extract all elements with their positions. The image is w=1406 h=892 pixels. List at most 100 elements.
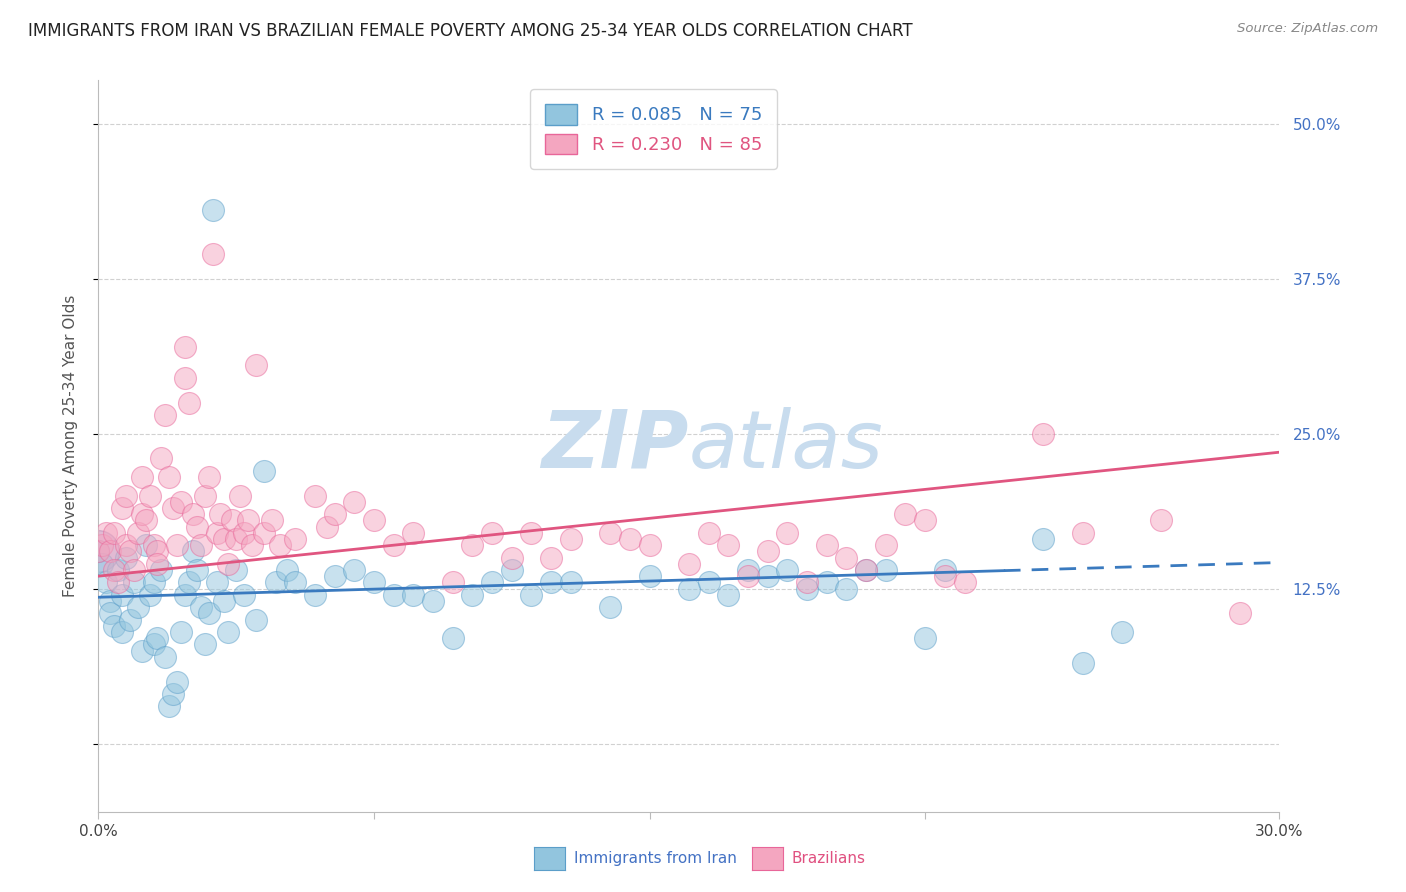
Point bbox=[323, 507, 346, 521]
Point bbox=[166, 538, 188, 552]
Point bbox=[323, 569, 346, 583]
Point bbox=[115, 489, 138, 503]
Point bbox=[142, 637, 165, 651]
Point bbox=[190, 538, 212, 552]
Point bbox=[162, 500, 184, 515]
Point bbox=[253, 525, 276, 540]
Point bbox=[796, 575, 818, 590]
Point bbox=[697, 575, 720, 590]
Point bbox=[127, 525, 149, 540]
Point bbox=[717, 588, 740, 602]
Point bbox=[236, 513, 259, 527]
Point bbox=[96, 575, 118, 590]
Point bbox=[264, 575, 287, 590]
Point bbox=[240, 538, 263, 552]
Point bbox=[599, 525, 621, 540]
Point bbox=[855, 563, 877, 577]
Point bbox=[481, 575, 503, 590]
Point bbox=[122, 563, 145, 577]
Point bbox=[221, 513, 243, 527]
Point bbox=[214, 532, 236, 546]
Point bbox=[194, 489, 217, 503]
Point bbox=[638, 569, 661, 583]
Point bbox=[737, 569, 759, 583]
Point bbox=[181, 507, 204, 521]
Point bbox=[122, 575, 145, 590]
Point bbox=[150, 563, 173, 577]
Point bbox=[155, 408, 177, 422]
Point bbox=[138, 588, 160, 602]
Point bbox=[560, 575, 582, 590]
Point bbox=[91, 538, 114, 552]
Point bbox=[233, 525, 256, 540]
Point bbox=[205, 575, 228, 590]
Point bbox=[796, 582, 818, 596]
Point bbox=[131, 643, 153, 657]
Point bbox=[501, 563, 523, 577]
Point bbox=[186, 519, 208, 533]
Point bbox=[146, 557, 169, 571]
Point bbox=[269, 538, 291, 552]
Point bbox=[815, 575, 838, 590]
Text: atlas: atlas bbox=[689, 407, 884, 485]
Point bbox=[103, 525, 125, 540]
Point bbox=[461, 538, 484, 552]
Point bbox=[520, 588, 543, 602]
Point bbox=[717, 538, 740, 552]
Point bbox=[855, 563, 877, 577]
Point bbox=[118, 613, 141, 627]
Point bbox=[776, 563, 799, 577]
Point bbox=[131, 470, 153, 484]
Text: Brazilians: Brazilians bbox=[792, 851, 866, 866]
Point bbox=[363, 513, 385, 527]
Point bbox=[1150, 513, 1173, 527]
Point bbox=[1032, 426, 1054, 441]
Point bbox=[894, 507, 917, 521]
Point bbox=[914, 513, 936, 527]
Point bbox=[1071, 525, 1094, 540]
Point bbox=[304, 489, 326, 503]
Point bbox=[194, 637, 217, 651]
Point bbox=[197, 607, 219, 621]
Point bbox=[131, 507, 153, 521]
Point bbox=[157, 699, 180, 714]
Point bbox=[501, 550, 523, 565]
Point bbox=[177, 395, 200, 409]
Point bbox=[815, 538, 838, 552]
Point bbox=[135, 513, 157, 527]
Point bbox=[343, 495, 366, 509]
Point bbox=[260, 513, 283, 527]
Point bbox=[697, 525, 720, 540]
Point bbox=[678, 582, 700, 596]
Point bbox=[197, 470, 219, 484]
Point bbox=[599, 600, 621, 615]
Point bbox=[107, 563, 129, 577]
Point bbox=[115, 550, 138, 565]
Point bbox=[875, 538, 897, 552]
Point bbox=[146, 544, 169, 558]
Point bbox=[315, 519, 337, 533]
Point bbox=[304, 588, 326, 602]
Point bbox=[103, 563, 125, 577]
Point bbox=[157, 470, 180, 484]
Point bbox=[98, 594, 121, 608]
Point bbox=[560, 532, 582, 546]
Point bbox=[166, 674, 188, 689]
Point bbox=[87, 544, 110, 558]
Point bbox=[678, 557, 700, 571]
Point bbox=[177, 575, 200, 590]
Point bbox=[540, 575, 562, 590]
Point bbox=[107, 575, 129, 590]
Point bbox=[953, 575, 976, 590]
Text: Immigrants from Iran: Immigrants from Iran bbox=[574, 851, 737, 866]
Point bbox=[217, 624, 239, 639]
Point bbox=[91, 557, 114, 571]
Point bbox=[835, 550, 858, 565]
Point bbox=[914, 631, 936, 645]
Point bbox=[118, 544, 141, 558]
Point bbox=[363, 575, 385, 590]
Point bbox=[737, 563, 759, 577]
Point bbox=[162, 687, 184, 701]
Point bbox=[135, 538, 157, 552]
Point bbox=[174, 588, 197, 602]
